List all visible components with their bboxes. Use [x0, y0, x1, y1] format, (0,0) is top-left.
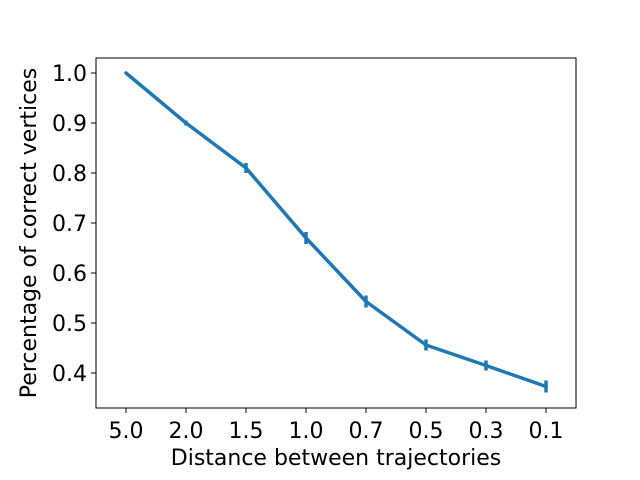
x-axis: 5.0 2.0 1.5 1.0 0.7 0.5 0.3 0.1: [109, 408, 564, 444]
y-tick-label: 0.4: [52, 362, 87, 387]
y-axis: 0.4 0.5 0.6 0.7 0.8 0.9 1.0: [52, 62, 96, 387]
x-tick-label: 0.3: [469, 419, 504, 444]
x-tick-label: 1.5: [229, 419, 264, 444]
x-tick-label: 2.0: [169, 419, 204, 444]
x-tick-label: 0.5: [409, 419, 444, 444]
y-tick-label: 0.5: [52, 312, 87, 337]
plot-area: [124, 71, 548, 393]
axes-frame: [95, 57, 577, 409]
y-tick-label: 0.6: [52, 262, 87, 287]
x-tick-label: 0.1: [529, 419, 564, 444]
series-line: [124, 71, 548, 389]
x-tick-label: 5.0: [109, 419, 144, 444]
x-axis-label: Distance between trajectories: [171, 446, 501, 471]
y-tick-label: 0.8: [52, 162, 87, 187]
y-axis-label: Percentage of correct vertices: [17, 68, 42, 398]
y-tick-label: 0.9: [52, 112, 87, 137]
x-tick-label: 1.0: [289, 419, 324, 444]
x-tick-label: 0.7: [349, 419, 384, 444]
y-tick-label: 0.7: [52, 212, 87, 237]
y-tick-label: 1.0: [52, 62, 87, 87]
